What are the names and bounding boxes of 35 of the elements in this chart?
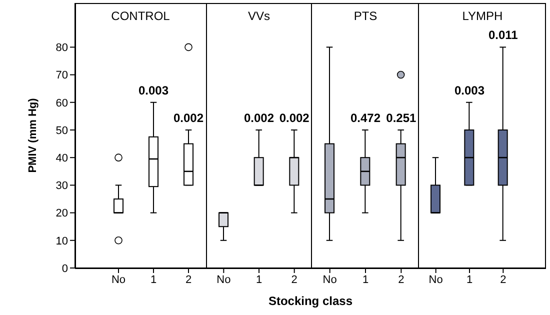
annotation: 0.003 [454,83,485,98]
annotation: 0.003 [138,83,169,98]
annotation: 0.002 [279,110,310,125]
text: LYMPH [461,9,504,23]
x-tick-label: 1 [466,274,473,286]
y-tick-label: 30 [56,180,68,192]
x-tick-label: 1 [362,274,369,286]
text: CONTROL [110,9,171,23]
x-tick-label: 2 [500,274,506,286]
x-tick-label: No [428,274,443,286]
annotation: 0.002 [173,110,204,125]
x-tick-label: 1 [256,274,262,286]
y-tick-label: 0 [62,262,68,275]
y-tick-label: 10 [56,235,68,248]
x-tick-label: 2 [185,274,192,286]
text: VVs [246,9,271,23]
text: PTS [352,9,378,23]
x-tick-label: 2 [291,274,298,286]
x-axis-title: Stocking class [267,294,354,308]
y-tick-label: 60 [56,97,68,110]
x-tick-label: No [111,274,126,286]
y-tick-label: 40 [56,152,68,164]
x-tick-label: No [216,274,231,286]
y-axis-title: PMIV (mm Hg) [26,98,39,173]
x-tick-label: No [322,274,337,286]
annotation: 0.251 [386,110,417,125]
y-tick-label: 80 [56,42,68,54]
annotation: 0.011 [488,28,518,42]
x-tick-label: 2 [398,274,404,286]
y-tick-label: 50 [56,124,68,137]
y-tick-label: 20 [56,208,68,220]
x-tick-label: 1 [150,274,157,286]
annotation: 0.002 [244,110,274,125]
annotation: 0.472 [350,110,381,125]
y-tick-label: 70 [56,70,68,82]
